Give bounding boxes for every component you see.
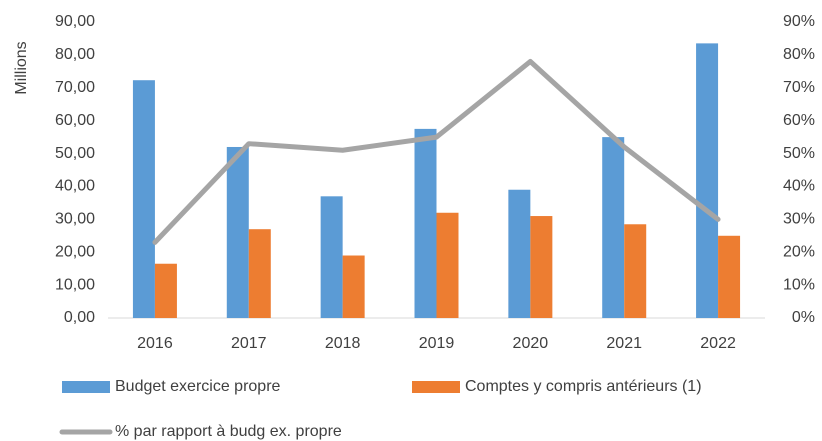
- y-tick-label: 60,00: [55, 112, 95, 129]
- legend-label: Budget exercice propre: [115, 378, 281, 395]
- bar: [530, 216, 553, 318]
- y-tick-label: 90,00: [55, 13, 95, 30]
- bar: [342, 255, 365, 318]
- y-tick-label: 30,00: [55, 211, 95, 228]
- y-axis-label: Millions: [13, 41, 30, 94]
- y-tick-label: 0,00: [64, 309, 95, 326]
- y2-tick-label: 70%: [783, 79, 815, 96]
- bar: [132, 80, 155, 318]
- x-tick-label: 2020: [513, 335, 549, 352]
- bar: [320, 196, 343, 318]
- bar: [248, 229, 271, 318]
- y2-tick-label: 50%: [783, 145, 815, 162]
- y2-tick-label: 30%: [783, 211, 815, 228]
- legend-label: Comptes y compris antérieurs (1): [465, 378, 702, 395]
- line-series: [152, 58, 721, 245]
- x-tick-label: 2017: [231, 335, 267, 352]
- bar: [602, 137, 625, 318]
- bar: [414, 128, 437, 318]
- y-tick-label: 80,00: [55, 46, 95, 63]
- bar: [226, 146, 249, 318]
- x-tick-label: 2016: [137, 335, 173, 352]
- bar: [154, 263, 177, 318]
- x-tick-label: 2021: [606, 335, 642, 352]
- x-tick-label: 2018: [325, 335, 361, 352]
- y-tick-label: 50,00: [55, 145, 95, 162]
- x-tick-label: 2019: [419, 335, 455, 352]
- bar: [436, 212, 459, 318]
- bar: [508, 189, 531, 318]
- bar: [696, 43, 719, 318]
- y-tick-label: 70,00: [55, 79, 95, 96]
- legend-swatch: [412, 381, 460, 393]
- legend-swatch: [62, 381, 110, 393]
- y-tick-label: 20,00: [55, 243, 95, 260]
- y2-tick-label: 20%: [783, 243, 815, 260]
- y2-tick-label: 0%: [792, 309, 815, 326]
- y2-tick-label: 60%: [783, 112, 815, 129]
- y2-tick-label: 80%: [783, 46, 815, 63]
- y2-tick-label: 90%: [783, 13, 815, 30]
- bar: [624, 224, 647, 318]
- y-tick-label: 40,00: [55, 178, 95, 195]
- y2-tick-label: 40%: [783, 178, 815, 195]
- y-tick-label: 10,00: [55, 276, 95, 293]
- x-tick-label: 2022: [700, 335, 736, 352]
- y2-tick-label: 10%: [783, 276, 815, 293]
- legend-label: % par rapport à budg ex. propre: [115, 423, 342, 440]
- bar: [718, 235, 741, 318]
